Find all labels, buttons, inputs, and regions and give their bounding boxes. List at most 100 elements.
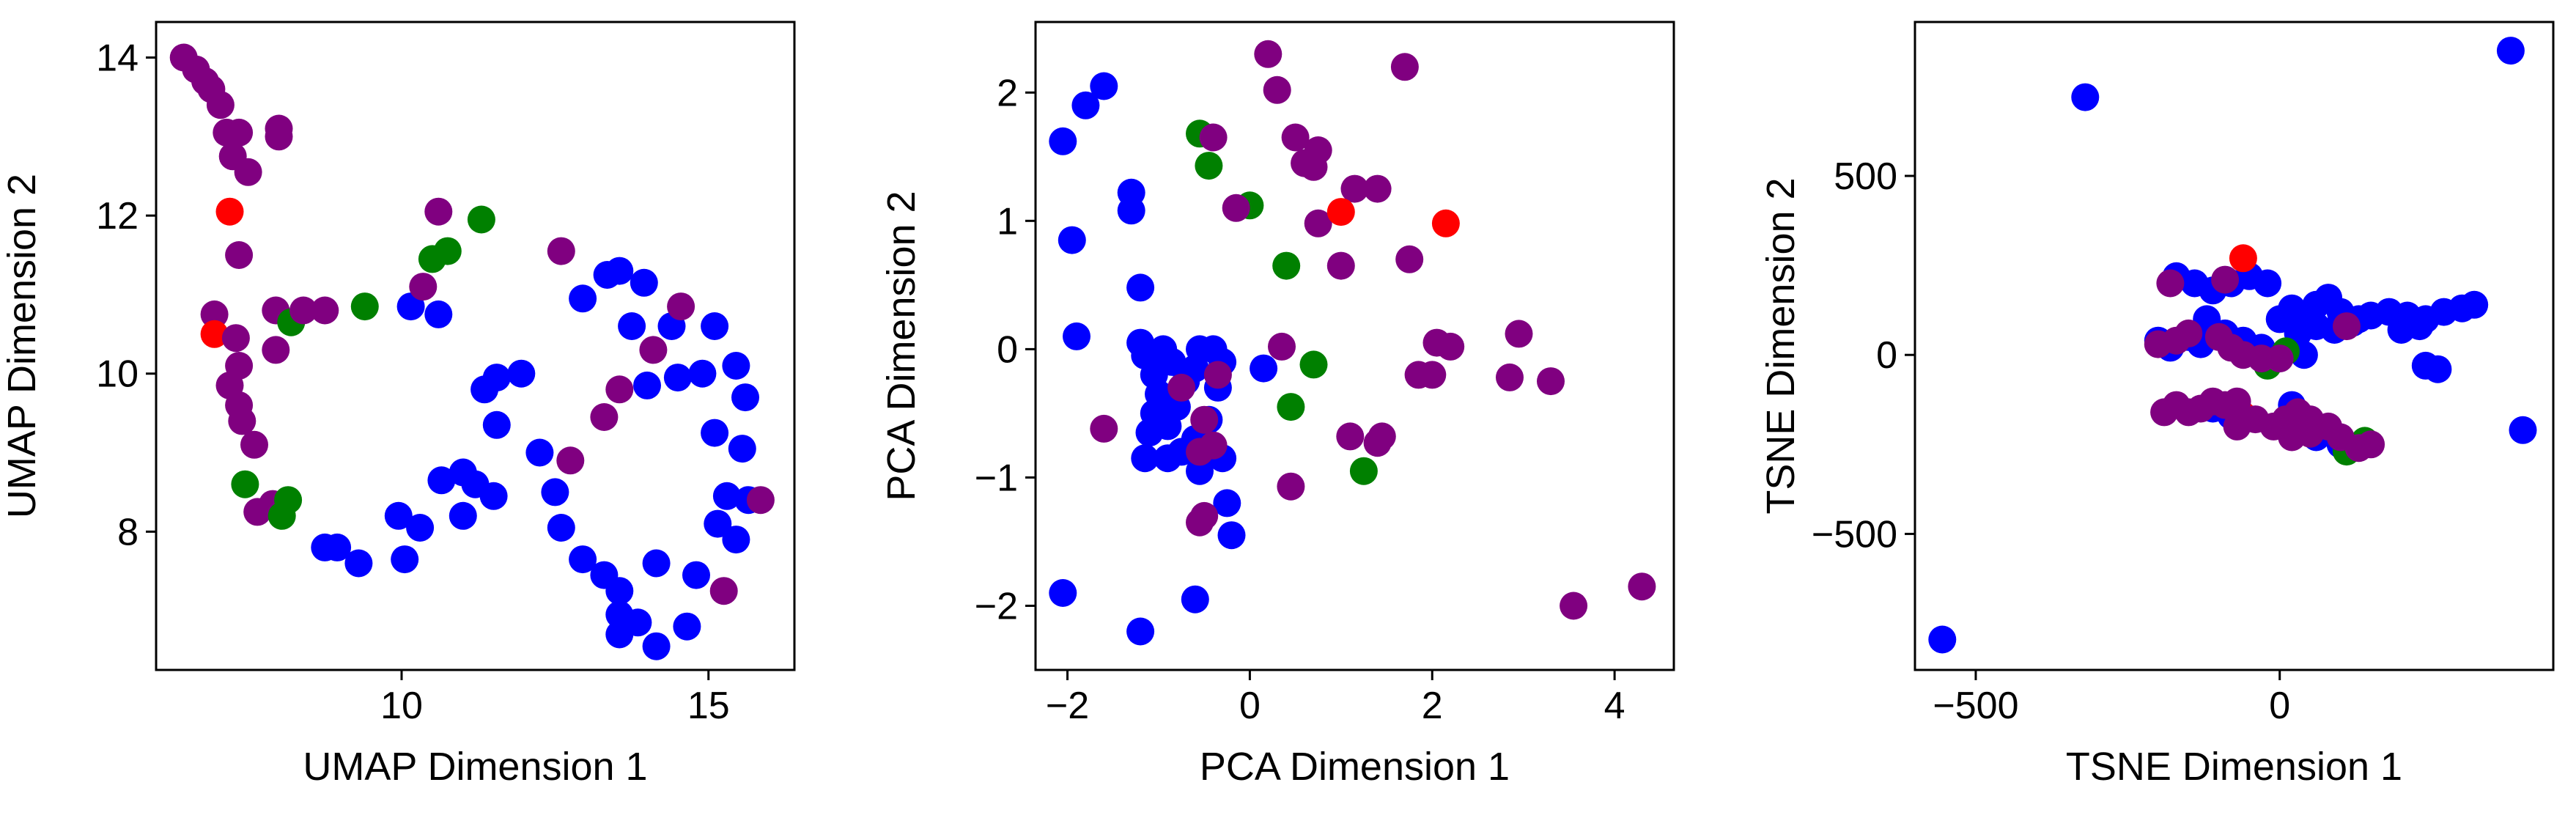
scatter-point [1154, 444, 1182, 473]
scatter-point [1281, 123, 1310, 152]
scatter-point [2424, 355, 2452, 383]
scatter-point [1363, 174, 1392, 203]
scatter-point [1131, 444, 1159, 473]
scatter-point [449, 501, 477, 530]
y-tick-label: 500 [1834, 155, 1897, 198]
scatter-point [688, 359, 717, 388]
scatter-point [225, 118, 254, 147]
scatter-point [1186, 508, 1214, 537]
scatter-point [265, 122, 293, 151]
scatter-point [569, 284, 597, 313]
scatter-point [467, 205, 495, 234]
scatter-point [2211, 265, 2240, 294]
scatter-point [1395, 245, 1424, 273]
scatter-point [746, 486, 775, 515]
scatter-point [262, 336, 290, 364]
scatter-point [482, 364, 511, 392]
scatter-point [1349, 457, 1378, 485]
scatter-point [633, 371, 661, 399]
scatter-point [1090, 72, 1118, 100]
scatter-point [391, 545, 419, 574]
scatter-point [704, 509, 732, 538]
scatter-point [433, 237, 462, 265]
pca-panel: −2 0 2 4 −2 −1 0 1 2 PCA Dimension 1 PCA Dimension… [879, 21, 1675, 789]
scatter-point [1537, 367, 1565, 396]
scatter-point [482, 410, 511, 439]
scatter-point [1049, 579, 1077, 607]
y-tick-label: 0 [997, 328, 1018, 371]
scatter-point [406, 514, 435, 542]
scatter-point [225, 241, 254, 269]
scatter-point [618, 312, 646, 340]
scatter-point [274, 486, 303, 515]
scatter-point [1496, 363, 1524, 391]
y-tick-label: 0 [1876, 334, 1897, 377]
x-tick-label: 0 [1239, 685, 1261, 727]
y-tick-label: 14 [96, 37, 139, 80]
y-tick-label: −2 [975, 585, 1018, 627]
scatter-point [556, 446, 585, 475]
scatter-point [323, 533, 352, 561]
scatter-point [1195, 152, 1223, 180]
scatter-point [424, 197, 453, 226]
y-tick-label: 12 [96, 195, 139, 237]
scatter-point [712, 482, 741, 510]
scatter-point [1431, 209, 1460, 237]
scatter-point [2223, 387, 2251, 416]
scatter-point [1213, 489, 1241, 517]
scatter-point [663, 364, 692, 392]
scatter-point [2333, 312, 2361, 341]
scatter-point [1928, 625, 1957, 654]
scatter-point [682, 561, 710, 589]
scatter-point [630, 268, 658, 297]
scatter-point [605, 257, 634, 285]
scatter-point [1126, 617, 1155, 646]
scatter-point [1049, 127, 1077, 155]
scatter-point [221, 324, 250, 353]
y-tick-label: 10 [96, 353, 139, 396]
scatter-point [215, 197, 244, 226]
scatter-point [639, 336, 668, 364]
scatter-point [231, 470, 259, 498]
scatter-point [234, 158, 262, 186]
scatter-point [1436, 332, 1465, 361]
scatter-point [1090, 414, 1118, 443]
scatter-point [1505, 320, 1533, 348]
scatter-point [1326, 198, 1355, 226]
scatter-point [344, 549, 373, 578]
axes-frame [1034, 21, 1675, 671]
scatter-point [728, 435, 756, 463]
y-tick-label: 2 [997, 72, 1018, 114]
scatter-point [1340, 174, 1369, 203]
x-axis-label: PCA Dimension 1 [1200, 745, 1510, 789]
y-axis-label: TSNE Dimension 2 [1759, 177, 1803, 514]
scatter-point [1390, 53, 1419, 81]
scatter-point [409, 273, 438, 301]
scatter-point [1181, 585, 1209, 614]
scatter-point [1304, 209, 1332, 237]
scatter-point [2229, 244, 2257, 273]
scatter-point [200, 320, 229, 348]
scatter-point [1299, 350, 1328, 379]
scatter-point [1217, 521, 1246, 550]
scatter-point [722, 526, 750, 554]
scatter-point [1368, 422, 1396, 451]
scatter-point [1277, 472, 1305, 501]
scatter-point [1181, 354, 1209, 383]
scatter-point [1277, 393, 1305, 421]
x-tick-label: 10 [380, 685, 423, 727]
y-tick-label: 8 [117, 511, 139, 553]
scatter-point [350, 292, 379, 321]
scatter-point [701, 419, 729, 447]
x-tick-label: 4 [1604, 685, 1625, 727]
scatter-point [1299, 152, 1328, 181]
tsne-panel: −500 0 −500 0 500 TSNE Dimension 1 TSNE Dimens… [1759, 21, 2555, 789]
scatter-point [1063, 322, 1090, 350]
scatter-point [525, 438, 554, 467]
scatter-points [1049, 40, 1656, 646]
scatter-point [1071, 91, 1100, 119]
scatter-point [507, 359, 536, 388]
scatter-point [206, 91, 235, 119]
scatter-point [722, 352, 750, 380]
